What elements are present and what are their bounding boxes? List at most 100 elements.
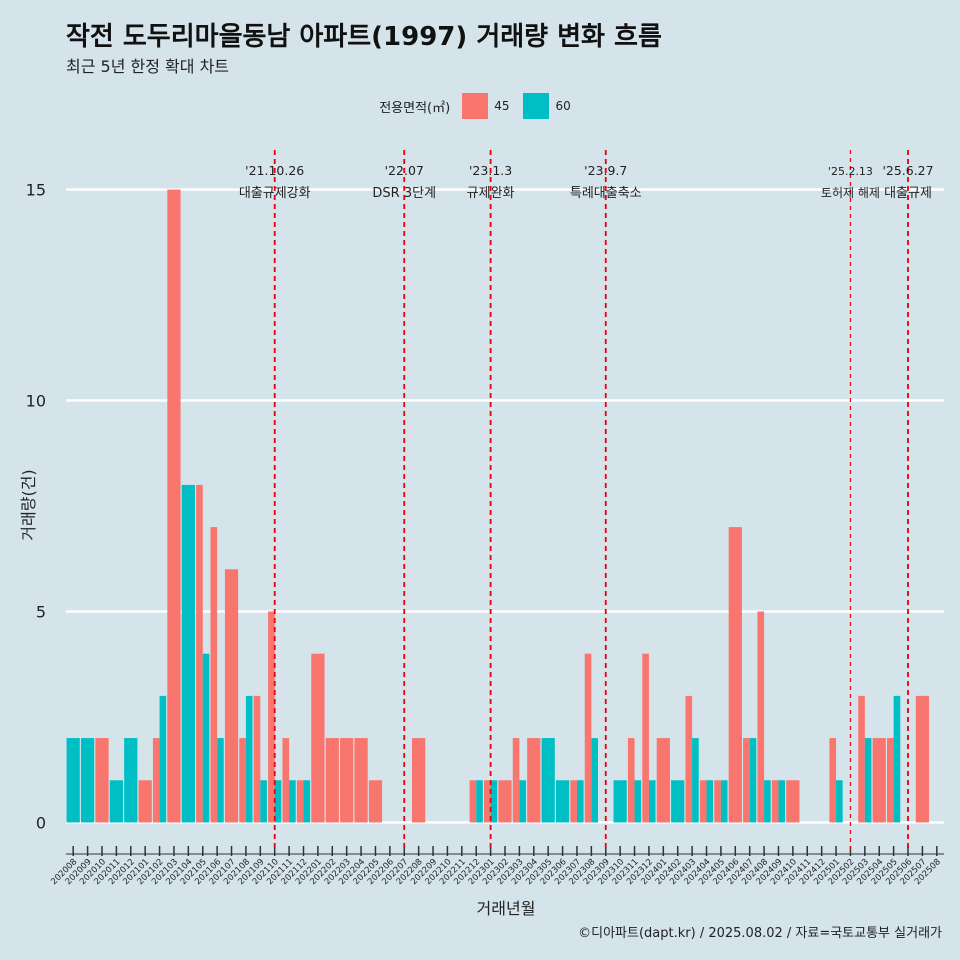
bar-45 xyxy=(570,780,577,823)
bar-45 xyxy=(95,738,109,823)
bar-45 xyxy=(239,738,246,823)
bar-45 xyxy=(167,189,181,823)
bar-45 xyxy=(584,653,592,823)
legend: 전용면적(㎡) 45 60 xyxy=(0,93,960,119)
bar-60 xyxy=(893,695,901,823)
annotation-label: 특례대출축소 xyxy=(570,186,642,201)
bar-45 xyxy=(829,738,837,823)
bar-60 xyxy=(634,780,642,823)
bar-45 xyxy=(642,653,649,823)
bar-60 xyxy=(764,780,771,823)
bar-60 xyxy=(109,780,123,823)
bar-60 xyxy=(648,780,656,823)
x-axis-title: 거래년월 xyxy=(477,899,536,918)
annotation-date: '21.10.26 xyxy=(245,163,304,178)
bar-45 xyxy=(728,527,742,823)
annotation-label: 토허제 해제 xyxy=(821,186,880,200)
bar-60 xyxy=(555,780,570,823)
y-tick-label: 10 xyxy=(26,392,46,411)
bar-45 xyxy=(757,611,765,823)
annotation-date: '25.2.13 xyxy=(828,165,873,178)
bar-45 xyxy=(196,484,203,823)
y-tick-label: 15 xyxy=(26,181,46,200)
annotation-date: '23.1.3 xyxy=(469,163,512,178)
bar-45 xyxy=(872,738,886,823)
bar-60 xyxy=(706,780,714,823)
bar-60 xyxy=(778,780,786,823)
annotation-label: 대출규제 xyxy=(884,186,932,201)
bar-60 xyxy=(159,695,167,823)
annotation-date: '23.9.7 xyxy=(584,163,627,178)
y-tick-label: 5 xyxy=(36,602,46,621)
bar-60 xyxy=(836,780,843,823)
legend-key-60 xyxy=(523,93,550,119)
bar-60 xyxy=(289,780,296,823)
bar-45 xyxy=(138,780,152,823)
annotation-label: DSR 3단계 xyxy=(372,186,436,201)
bar-60 xyxy=(519,780,527,823)
y-tick-label: 0 xyxy=(36,813,46,832)
annotation-date: '22.07 xyxy=(385,163,424,178)
legend-label-45: 45 xyxy=(494,99,510,113)
bar-60 xyxy=(576,780,584,823)
bar-45 xyxy=(354,738,368,823)
bar-45 xyxy=(152,738,160,823)
bar-45 xyxy=(268,611,275,823)
bar-60 xyxy=(217,738,224,823)
bar-60 xyxy=(181,484,195,823)
bar-45 xyxy=(498,780,512,823)
chart-title: 작전 도두리마을동남 아파트(1997) 거래량 변화 흐름 xyxy=(66,22,662,52)
bar-45 xyxy=(282,738,290,823)
bar-60 xyxy=(124,738,138,823)
bar-60 xyxy=(591,738,598,823)
bar-60 xyxy=(303,780,311,823)
bar-60 xyxy=(260,780,267,823)
annotation-label: 대출규제강화 xyxy=(239,186,311,201)
bar-45 xyxy=(685,695,693,823)
bar-45 xyxy=(325,738,339,823)
bar-45 xyxy=(210,527,218,823)
bar-45 xyxy=(656,738,670,823)
annotation-date: '25.6.27 xyxy=(882,163,933,178)
bar-45 xyxy=(743,738,750,823)
bar-45 xyxy=(412,738,426,823)
bar-60 xyxy=(66,738,80,823)
bar-45 xyxy=(368,780,383,823)
bar-45 xyxy=(483,780,491,823)
bar-45 xyxy=(699,780,707,823)
bar-60 xyxy=(720,780,728,823)
bar-45 xyxy=(771,780,779,823)
bar-60 xyxy=(692,738,699,823)
y-axis-title: 거래량(건) xyxy=(19,469,38,540)
bar-60 xyxy=(864,738,872,823)
chart-subtitle: 최근 5년 한정 확대 차트 xyxy=(66,57,230,76)
source-caption: ©디아파트(dapt.kr) / 2025.08.02 / 자료=국토교통부 실… xyxy=(578,926,942,941)
bar-45 xyxy=(714,780,721,823)
bar-60 xyxy=(541,738,555,823)
bar-45 xyxy=(296,780,304,823)
bar-45 xyxy=(340,738,354,823)
bar-45 xyxy=(858,695,865,823)
bar-45 xyxy=(469,780,477,823)
bar-60 xyxy=(476,780,483,823)
annotation-label: 규제완화 xyxy=(467,186,515,201)
bar-60 xyxy=(749,738,757,823)
bar-45 xyxy=(786,780,800,823)
bar-45 xyxy=(887,738,894,823)
bar-60 xyxy=(202,653,210,823)
bar-45 xyxy=(253,695,261,823)
bar-60 xyxy=(613,780,627,823)
bar-45 xyxy=(512,738,520,823)
bar-45 xyxy=(627,738,635,823)
bar-45 xyxy=(311,653,325,823)
legend-title: 전용면적(㎡) xyxy=(379,100,451,116)
bar-45 xyxy=(224,569,239,823)
bar-60 xyxy=(490,780,498,823)
bar-60 xyxy=(671,780,685,823)
bar-60 xyxy=(274,780,282,823)
bar-60 xyxy=(80,738,95,823)
bar-45 xyxy=(915,695,930,823)
bar-60 xyxy=(245,695,253,823)
legend-key-45 xyxy=(462,93,489,119)
